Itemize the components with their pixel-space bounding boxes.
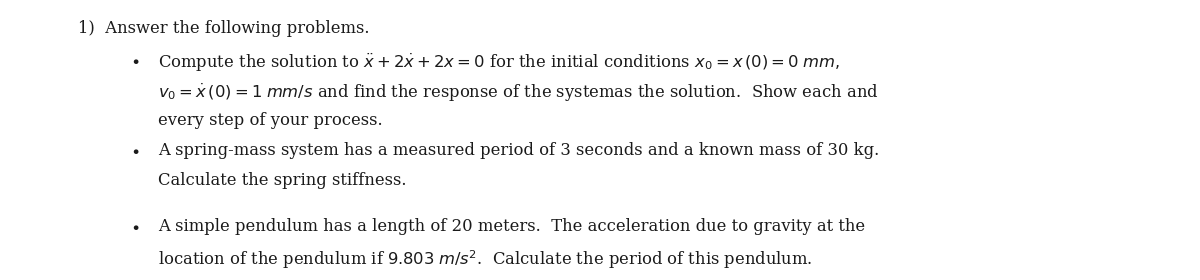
Text: $\bullet$: $\bullet$ <box>130 142 139 159</box>
Text: $\bullet$: $\bullet$ <box>130 218 139 235</box>
Text: 1)  Answer the following problems.: 1) Answer the following problems. <box>78 20 370 37</box>
Text: $\bullet$: $\bullet$ <box>130 52 139 69</box>
Text: every step of your process.: every step of your process. <box>158 112 383 129</box>
Text: Compute the solution to $\ddot{x} + 2\dot{x} + 2x = 0$ for the initial condition: Compute the solution to $\ddot{x} + 2\do… <box>158 52 840 74</box>
Text: A spring-mass system has a measured period of 3 seconds and a known mass of 30 k: A spring-mass system has a measured peri… <box>158 142 880 159</box>
Text: A simple pendulum has a length of 20 meters.  The acceleration due to gravity at: A simple pendulum has a length of 20 met… <box>158 218 865 235</box>
Text: $v_0 = \dot{x}\,(0) = 1\;mm/s$ and find the response of the systemas the solutio: $v_0 = \dot{x}\,(0) = 1\;mm/s$ and find … <box>158 82 878 104</box>
Text: Calculate the spring stiffness.: Calculate the spring stiffness. <box>158 172 407 189</box>
Text: location of the pendulum if $9.803\;m/s^2$.  Calculate the period of this pendul: location of the pendulum if $9.803\;m/s^… <box>158 248 812 271</box>
